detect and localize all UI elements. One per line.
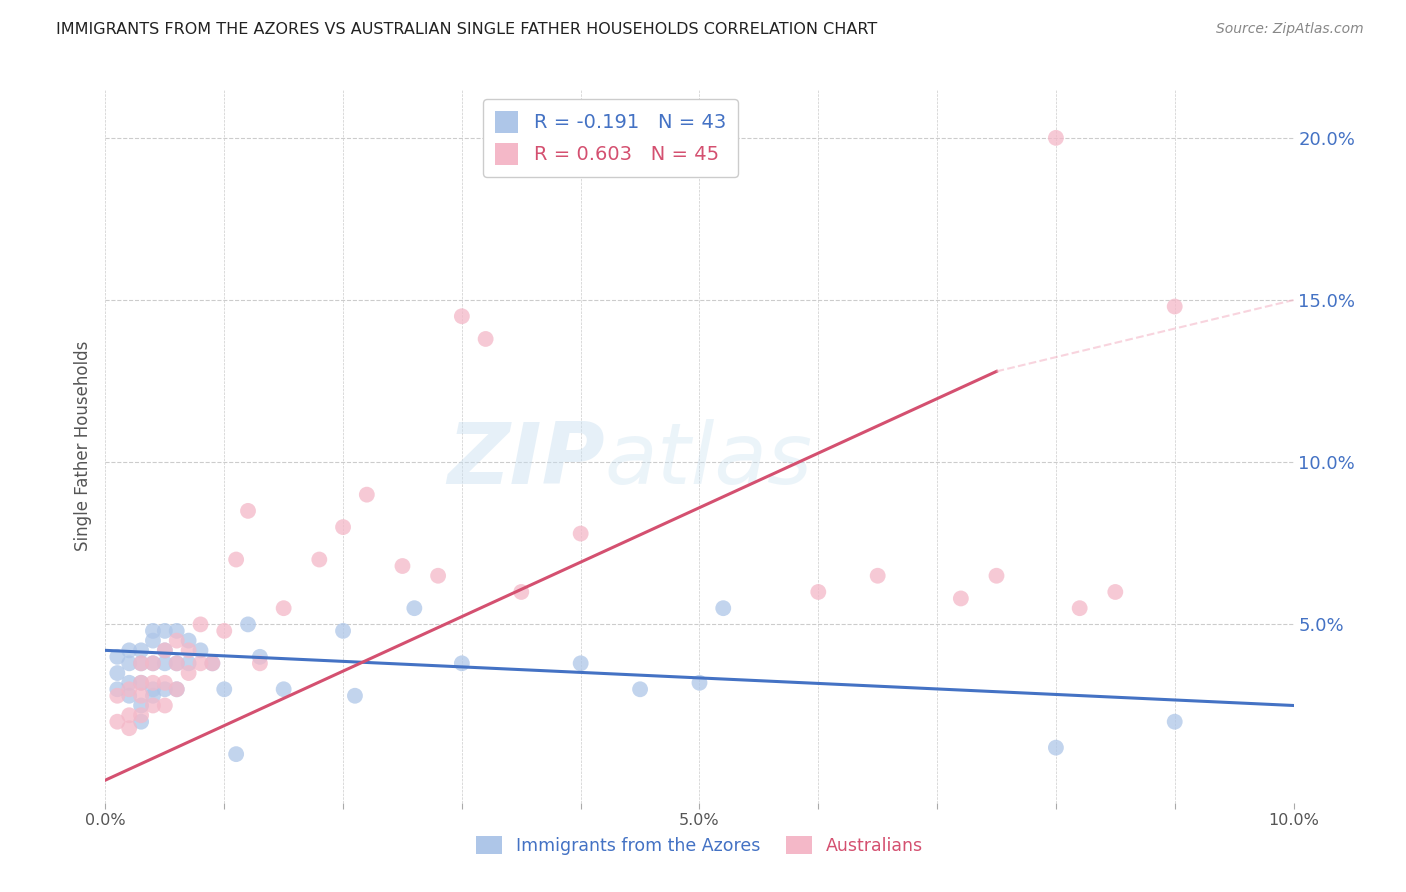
Point [249, 649, 271, 664]
Point [129, 675, 152, 690]
Point [273, 682, 295, 697]
Point [404, 601, 426, 615]
Point [1045, 740, 1067, 755]
Point [807, 585, 830, 599]
Point [986, 568, 1008, 582]
Point [177, 666, 200, 681]
Point [153, 643, 176, 657]
Point [308, 552, 330, 566]
Point [214, 624, 236, 638]
Point [129, 714, 152, 729]
Point [949, 591, 972, 606]
Point [105, 714, 128, 729]
Point [1069, 601, 1091, 615]
Point [129, 698, 152, 713]
Point [332, 624, 354, 638]
Point [1104, 585, 1126, 599]
Point [866, 568, 889, 582]
Point [236, 504, 259, 518]
Point [105, 666, 128, 681]
Point [1045, 131, 1067, 145]
Point [129, 657, 152, 671]
Point [153, 675, 176, 690]
Point [142, 633, 165, 648]
Point [628, 682, 651, 697]
Point [1164, 714, 1187, 729]
Point [190, 617, 212, 632]
Point [142, 689, 165, 703]
Text: atlas: atlas [605, 418, 813, 502]
Point [105, 682, 128, 697]
Point [201, 657, 224, 671]
Point [118, 657, 141, 671]
Point [142, 657, 165, 671]
Point [153, 698, 176, 713]
Point [105, 649, 128, 664]
Point [332, 520, 354, 534]
Point [166, 682, 188, 697]
Point [166, 633, 188, 648]
Text: ZIP: ZIP [447, 418, 605, 502]
Point [142, 675, 165, 690]
Text: IMMIGRANTS FROM THE AZORES VS AUSTRALIAN SINGLE FATHER HOUSEHOLDS CORRELATION CH: IMMIGRANTS FROM THE AZORES VS AUSTRALIAN… [56, 22, 877, 37]
Point [166, 657, 188, 671]
Point [214, 682, 236, 697]
Point [118, 689, 141, 703]
Point [225, 747, 247, 761]
Point [142, 682, 165, 697]
Point [177, 643, 200, 657]
Point [177, 657, 200, 671]
Point [129, 689, 152, 703]
Point [129, 675, 152, 690]
Point [129, 657, 152, 671]
Legend: Immigrants from the Azores, Australians: Immigrants from the Azores, Australians [468, 830, 931, 862]
Point [118, 675, 141, 690]
Point [450, 310, 472, 324]
Point [569, 526, 592, 541]
Point [142, 624, 165, 638]
Point [153, 682, 176, 697]
Point [153, 657, 176, 671]
Y-axis label: Single Father Households: Single Father Households [73, 341, 91, 551]
Point [105, 689, 128, 703]
Point [166, 682, 188, 697]
Point [142, 657, 165, 671]
Point [391, 559, 413, 574]
Point [129, 643, 152, 657]
Point [201, 657, 224, 671]
Point [450, 657, 472, 671]
Point [118, 708, 141, 723]
Point [190, 657, 212, 671]
Point [129, 708, 152, 723]
Point [236, 617, 259, 632]
Point [249, 657, 271, 671]
Point [177, 633, 200, 648]
Point [153, 624, 176, 638]
Point [225, 552, 247, 566]
Point [118, 682, 141, 697]
Point [474, 332, 496, 346]
Point [510, 585, 533, 599]
Point [343, 689, 366, 703]
Point [142, 698, 165, 713]
Point [356, 488, 378, 502]
Point [190, 643, 212, 657]
Text: Source: ZipAtlas.com: Source: ZipAtlas.com [1216, 22, 1364, 37]
Point [689, 675, 711, 690]
Point [166, 624, 188, 638]
Point [153, 643, 176, 657]
Point [427, 568, 450, 582]
Point [569, 657, 592, 671]
Point [711, 601, 734, 615]
Point [118, 721, 141, 735]
Point [273, 601, 295, 615]
Point [118, 643, 141, 657]
Point [166, 657, 188, 671]
Point [1164, 300, 1187, 314]
